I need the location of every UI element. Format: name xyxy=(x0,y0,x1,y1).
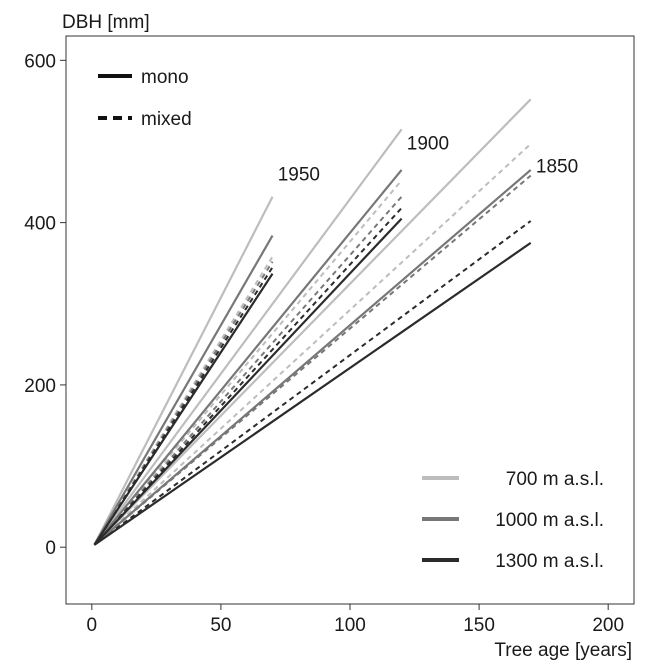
annotation-1900: 1900 xyxy=(407,134,449,155)
series-line-1950-700-mixed xyxy=(93,256,274,546)
elevation-legend: 700 m a.s.l. 1000 m a.s.l. 1300 m a.s.l. xyxy=(422,469,604,572)
y-tick-label: 200 xyxy=(24,376,56,397)
linetype-legend: mono mixed xyxy=(98,67,192,130)
legend-label-mono: mono xyxy=(141,67,189,88)
series-lines xyxy=(93,98,532,546)
x-tick-label: 200 xyxy=(592,615,624,636)
x-tick-label: 150 xyxy=(463,615,495,636)
series-line-1900-1000-mono xyxy=(93,169,403,546)
series-line-1850-1300-mono xyxy=(93,241,532,546)
y-axis-label: DBH [mm] xyxy=(62,12,150,33)
legend-label-elevation: 1300 m a.s.l. xyxy=(495,551,604,572)
x-tick-label: 100 xyxy=(334,615,366,636)
annotation-1950: 1950 xyxy=(278,164,320,185)
x-tick-label: 0 xyxy=(87,615,98,636)
y-tick-label: 600 xyxy=(24,51,56,72)
y-axis: 0 200 400 600 xyxy=(24,51,66,559)
series-line-1950-700-mono xyxy=(93,196,274,546)
x-axis: 0 50 100 150 200 xyxy=(87,604,624,636)
series-line-1900-1000-mixed xyxy=(93,196,403,546)
legend-label-elevation: 700 m a.s.l. xyxy=(506,469,604,490)
cohort-annotations: 1950 1900 1850 xyxy=(278,134,578,186)
series-line-1850-700-mixed xyxy=(93,143,532,546)
y-tick-label: 400 xyxy=(24,214,56,235)
series-line-1950-1000-mono xyxy=(93,235,274,546)
x-tick-label: 50 xyxy=(210,615,231,636)
series-line-1850-1000-mono xyxy=(93,169,532,546)
series-line-1850-700-mono xyxy=(93,98,532,546)
legend-label-elevation: 1000 m a.s.l. xyxy=(495,510,604,531)
annotation-1850: 1850 xyxy=(536,156,578,177)
series-line-1900-1300-mixed xyxy=(93,207,403,546)
series-line-1900-700-mixed xyxy=(93,179,403,546)
x-axis-label: Tree age [years] xyxy=(494,640,632,661)
series-line-1900-700-mono xyxy=(93,128,403,546)
legend-label-mixed: mixed xyxy=(141,109,192,130)
y-tick-label: 0 xyxy=(45,538,56,559)
series-line-1950-1300-mono xyxy=(93,273,274,546)
series-line-1900-1300-mono xyxy=(93,217,403,546)
series-line-1850-1300-mixed xyxy=(93,220,532,546)
